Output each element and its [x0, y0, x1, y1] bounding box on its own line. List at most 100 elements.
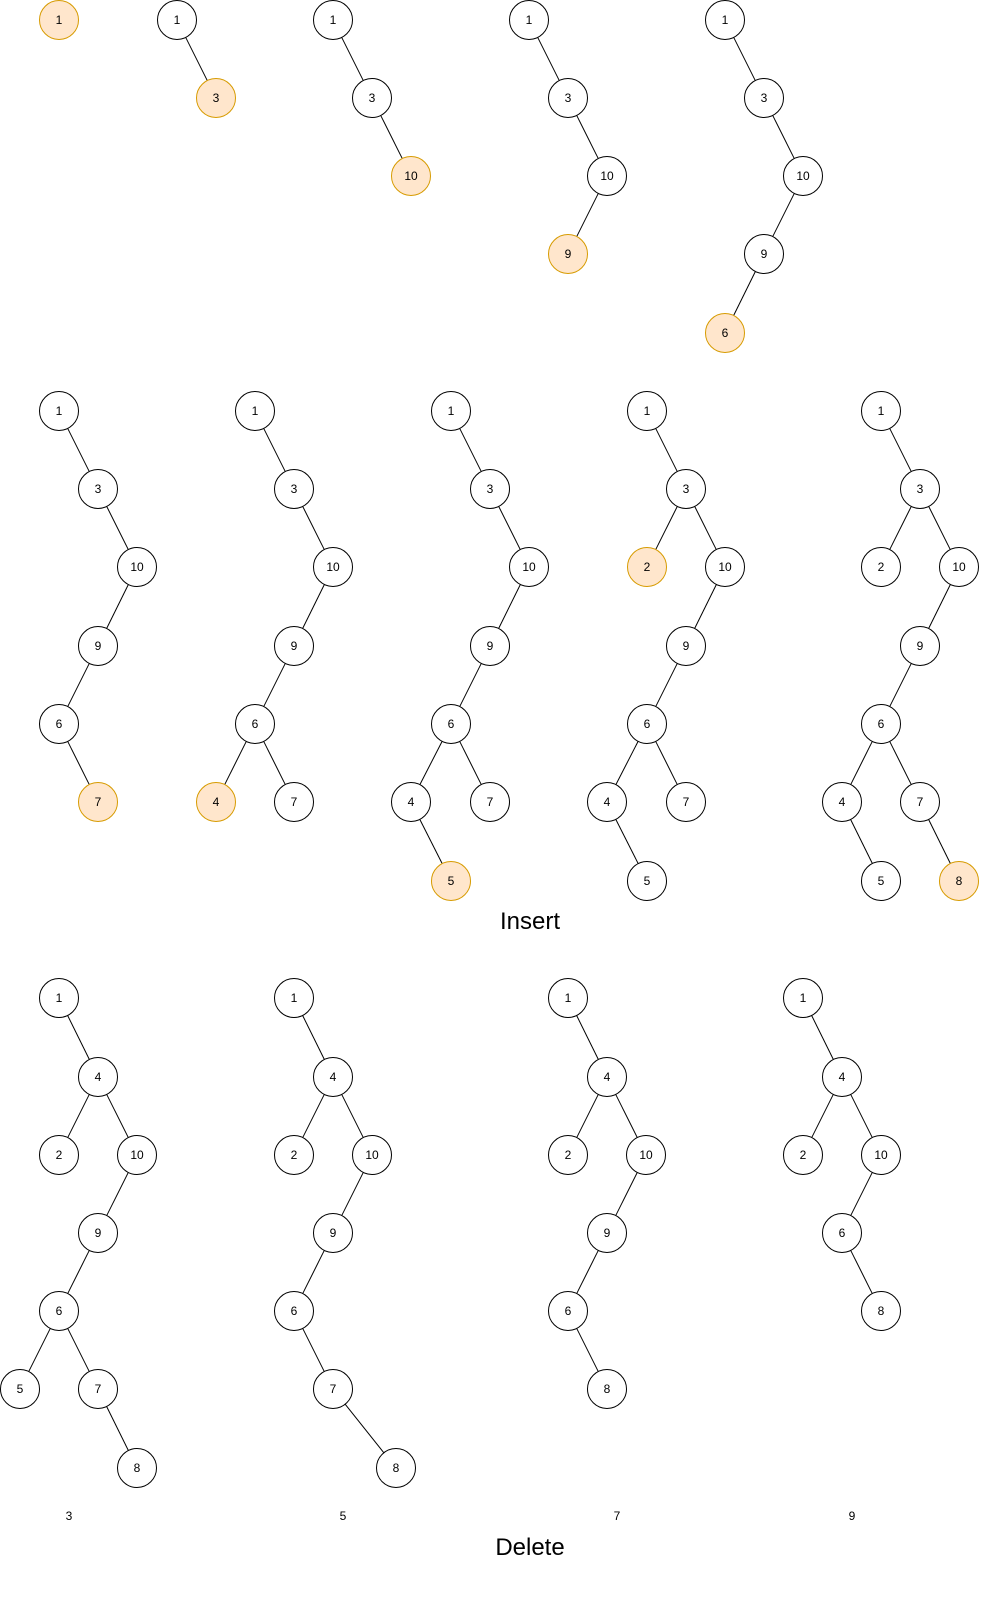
- insert-tree-5-edge: [772, 115, 795, 159]
- insert-tree-10-edge: [889, 663, 912, 707]
- insert-tree-5-node-1: 1: [705, 0, 745, 40]
- node-circle: [783, 1135, 823, 1175]
- insert-tree-2-node-1: 1: [157, 0, 197, 40]
- insert-tree-8-edge: [419, 741, 443, 785]
- delete-tree-1-edge: [67, 1015, 90, 1060]
- insert-tree-9-edge: [655, 741, 678, 785]
- node-circle: [313, 1213, 353, 1253]
- delete-tree-1-node-4: 4: [78, 1057, 118, 1097]
- insert-tree-8-node-3: 3: [470, 469, 510, 509]
- delete-tree-4-node-6: 6: [822, 1213, 862, 1253]
- node-value: 1: [644, 404, 651, 418]
- insert-tree-10-node-4: 4: [822, 782, 862, 822]
- highlighted-node-circle: [391, 156, 431, 196]
- insert-tree-9-node-4: 4: [587, 782, 627, 822]
- node-value: 8: [956, 874, 963, 888]
- node-value: 1: [448, 404, 455, 418]
- insert-tree-10-node-6: 6: [861, 704, 901, 744]
- node-circle: [900, 469, 940, 509]
- delete-tree-1-node-2: 2: [39, 1135, 79, 1175]
- delete-tree-3-edge: [576, 1250, 599, 1294]
- insert-tree-6-edge: [106, 506, 129, 550]
- node-circle: [391, 782, 431, 822]
- nodes-layer: 1 1 3 1 3 10 1 3 10 9 1 3 10 9 6 1 3 10 9 6 7 1 3 10 9 6 4 7 1 3 10 9 6 4…: [0, 0, 979, 1488]
- node-value: 6: [56, 717, 63, 731]
- node-circle: [431, 391, 471, 431]
- insert-tree-4-node-9: 9: [548, 234, 588, 274]
- insert-tree-9-node-7: 7: [666, 782, 706, 822]
- delete-tree-3-edge: [615, 1094, 638, 1138]
- node-circle: [470, 782, 510, 822]
- node-circle: [548, 1291, 588, 1331]
- insert-tree-5-edge: [772, 193, 795, 237]
- node-circle: [900, 626, 940, 666]
- node-circle: [627, 861, 667, 901]
- node-circle: [274, 469, 314, 509]
- node-value: 2: [565, 1148, 572, 1162]
- node-value: 1: [56, 404, 63, 418]
- insert-tree-6-node-1: 1: [39, 391, 79, 431]
- node-circle: [313, 1057, 353, 1097]
- node-value: 3: [95, 482, 102, 496]
- node-value: 10: [874, 1148, 888, 1162]
- insert-tree-7-node-4: 4: [196, 782, 236, 822]
- node-circle: [861, 547, 901, 587]
- insert-tree-7-node-6: 6: [235, 704, 275, 744]
- node-value: 2: [56, 1148, 63, 1162]
- node-value: 4: [839, 1070, 846, 1084]
- node-value: 6: [56, 1304, 63, 1318]
- node-circle: [587, 1057, 627, 1097]
- delete-tree-4-edge: [811, 1094, 834, 1138]
- delete-tree-1-edge: [67, 1328, 90, 1372]
- node-value: 8: [393, 1461, 400, 1475]
- node-value: 3: [917, 482, 924, 496]
- node-circle: [117, 1448, 157, 1488]
- node-circle: [705, 0, 745, 40]
- delete-tree-4-node-4: 4: [822, 1057, 862, 1097]
- delete-tree-3-edge: [576, 1015, 599, 1060]
- insert-tree-3-node-1: 1: [313, 0, 353, 40]
- delete-tree-1-node-6: 6: [39, 1291, 79, 1331]
- insert-tree-8-node-1: 1: [431, 391, 471, 431]
- highlighted-node-circle: [431, 861, 471, 901]
- node-value: 9: [291, 639, 298, 653]
- node-circle: [157, 0, 197, 40]
- node-value: 5: [448, 874, 455, 888]
- node-value: 1: [565, 991, 572, 1005]
- delete-tree-3-node-10: 10: [626, 1135, 666, 1175]
- node-value: 9: [565, 247, 572, 261]
- node-circle: [548, 78, 588, 118]
- node-circle: [861, 391, 901, 431]
- delete-tree-2-edge: [302, 1094, 325, 1138]
- node-circle: [822, 1213, 862, 1253]
- node-value: 5: [17, 1382, 24, 1396]
- insert-tree-4-node-1: 1: [509, 0, 549, 40]
- delete-tree-4-edge: [811, 1015, 834, 1060]
- insert-tree-10-node-10: 10: [939, 547, 979, 587]
- node-value: 2: [800, 1148, 807, 1162]
- delete-section-label: Delete: [495, 1534, 564, 1561]
- node-value: 5: [878, 874, 885, 888]
- node-circle: [39, 978, 79, 1018]
- insert-tree-7-edge: [263, 741, 286, 785]
- insert-tree-8-node-9: 9: [470, 626, 510, 666]
- insert-tree-5-node-6: 6: [705, 313, 745, 353]
- node-circle: [627, 704, 667, 744]
- delete-tree-2-node-4: 4: [313, 1057, 353, 1097]
- insert-tree-6-node-6: 6: [39, 704, 79, 744]
- delete-tree-4-caption: 9: [849, 1509, 856, 1523]
- insert-tree-10-edge: [928, 506, 951, 550]
- insert-tree-6-edge: [67, 663, 90, 707]
- node-value: 3: [565, 91, 572, 105]
- insert-tree-8-edge: [419, 819, 443, 864]
- delete-tree-3-node-1: 1: [548, 978, 588, 1018]
- node-circle: [626, 1135, 666, 1175]
- insert-tree-4-node-10: 10: [587, 156, 627, 196]
- delete-tree-4-edge: [850, 1172, 873, 1216]
- insert-tree-10-node-1: 1: [861, 391, 901, 431]
- node-circle: [470, 469, 510, 509]
- node-circle: [39, 1135, 79, 1175]
- node-value: 8: [604, 1382, 611, 1396]
- insert-tree-9-edge: [694, 584, 717, 629]
- node-value: 1: [878, 404, 885, 418]
